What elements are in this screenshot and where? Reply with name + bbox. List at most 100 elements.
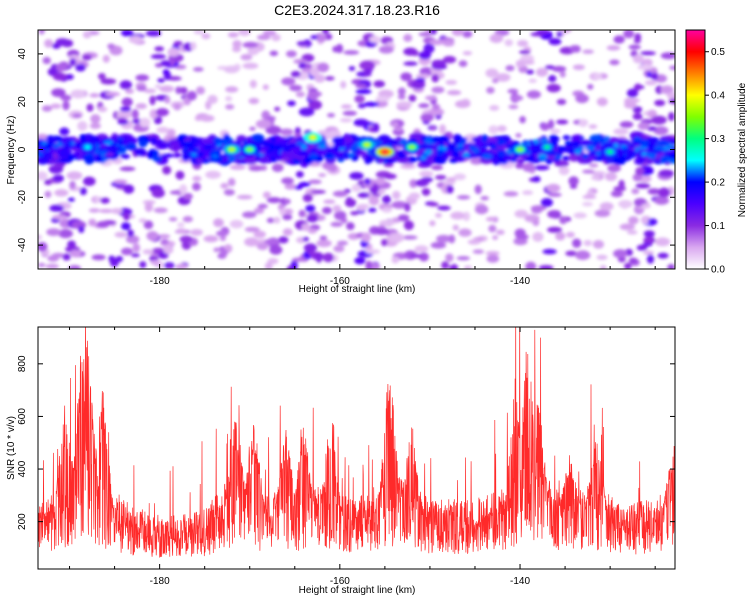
heatmap-cell <box>507 88 519 94</box>
heatmap-cell <box>282 148 292 152</box>
heatmap-cell <box>222 133 231 143</box>
heatmap-cell <box>399 140 407 146</box>
heatmap-cell <box>66 171 83 180</box>
heatmap-cell <box>307 90 319 101</box>
heatmap-cell <box>274 106 281 112</box>
heatmap-cell <box>581 153 589 160</box>
heatmap-cell <box>183 193 193 200</box>
heatmap-cell <box>600 265 607 269</box>
heatmap-cell <box>424 144 435 151</box>
heatmap-cell <box>626 88 639 98</box>
heatmap-cell <box>89 122 101 130</box>
snr-y-tick-label: 400 <box>17 460 28 477</box>
heatmap-cell <box>430 241 447 249</box>
heatmap-cell <box>637 122 650 131</box>
heatmap-cell <box>458 228 472 237</box>
heatmap-cell <box>559 215 568 225</box>
heatmap-cell <box>628 216 639 225</box>
heatmap-cell <box>534 165 550 171</box>
heatmap-cell <box>643 230 655 238</box>
heatmap-cell <box>342 110 358 116</box>
heatmap-cell <box>418 103 430 109</box>
heatmap-cell <box>175 263 188 269</box>
heatmap-cell <box>195 158 204 164</box>
heatmap-cell <box>618 199 633 209</box>
heatmap-cell <box>176 228 187 234</box>
heatmap-cell <box>258 155 270 164</box>
heatmap-cell <box>588 124 598 129</box>
heatmap-cell <box>582 169 595 174</box>
heatmap-cell <box>627 98 640 103</box>
heatmap-cell <box>88 208 100 213</box>
heatmap-cell <box>352 154 360 159</box>
heatmap-cell <box>439 124 446 135</box>
heatmap-cell <box>227 32 239 38</box>
heatmap-cell <box>127 229 135 237</box>
heatmap-cell <box>325 151 334 157</box>
heatmap-cell <box>90 114 101 124</box>
heatmap-cell <box>547 210 561 219</box>
heatmap-cell <box>648 148 655 154</box>
heatmap-cell <box>485 250 500 256</box>
heatmap-cell <box>533 148 540 155</box>
heatmap-cell <box>52 72 67 81</box>
heatmap-cell <box>339 118 353 123</box>
heatmap-cell <box>635 166 645 176</box>
heatmap-cell <box>504 39 514 47</box>
heatmap-cell <box>151 188 165 198</box>
heatmap-cell <box>290 259 298 269</box>
heatmap-cell <box>441 261 450 269</box>
heatmap-cell <box>228 147 235 152</box>
heatmap-cell <box>564 140 571 146</box>
heatmap-cell <box>646 126 657 131</box>
heatmap-cell <box>294 132 302 138</box>
heatmap-cell <box>537 153 548 160</box>
heatmap-cell <box>355 83 367 89</box>
heatmap-cell <box>375 177 386 185</box>
heatmap-cell <box>354 94 365 103</box>
heatmap-cell <box>160 239 169 245</box>
heatmap-cell <box>379 219 395 227</box>
heatmap-cell <box>266 217 275 223</box>
colorbar-ticks: 0.0 0.1 0.2 0.3 0.4 0.5 <box>705 47 725 276</box>
heatmap-cell <box>397 214 410 222</box>
heatmap-cell <box>42 56 51 65</box>
heatmap-cell <box>436 234 452 243</box>
heatmap-x-tick-label: -180 <box>150 276 170 287</box>
heatmap-cell <box>315 253 323 263</box>
heatmap-cell <box>282 214 293 221</box>
heatmap-cell <box>660 85 674 95</box>
heatmap-cell <box>454 134 462 142</box>
heatmap-cell <box>333 245 345 253</box>
heatmap-cell <box>322 138 327 145</box>
heatmap-cell <box>462 152 470 158</box>
heatmap-cell <box>657 139 670 146</box>
heatmap-cell <box>301 223 311 232</box>
heatmap-cell <box>205 170 221 179</box>
heatmap-cell <box>595 156 603 162</box>
heatmap-cell <box>418 50 432 60</box>
heatmap-cell <box>544 145 551 150</box>
heatmap-cell <box>612 156 626 166</box>
heatmap-cell <box>377 158 385 164</box>
heatmap-cell <box>519 115 526 124</box>
heatmap-cell <box>381 238 388 247</box>
heatmap-cell <box>240 54 253 61</box>
heatmap-cell <box>343 50 360 55</box>
heatmap-cell <box>400 72 412 82</box>
heatmap-cell <box>442 55 457 64</box>
heatmap-cell <box>113 179 128 185</box>
heatmap-cell <box>391 121 399 127</box>
heatmap-cell <box>462 51 473 56</box>
heatmap-cell <box>279 208 286 216</box>
heatmap-cell <box>237 155 245 159</box>
heatmap-cell <box>227 178 236 187</box>
heatmap-cell <box>308 179 322 185</box>
heatmap-cell <box>322 252 334 263</box>
heatmap-cell <box>280 157 290 162</box>
heatmap-cell <box>45 137 58 142</box>
heatmap-cell <box>229 219 244 229</box>
heatmap-cell <box>51 88 66 97</box>
heatmap-cell <box>667 263 675 269</box>
